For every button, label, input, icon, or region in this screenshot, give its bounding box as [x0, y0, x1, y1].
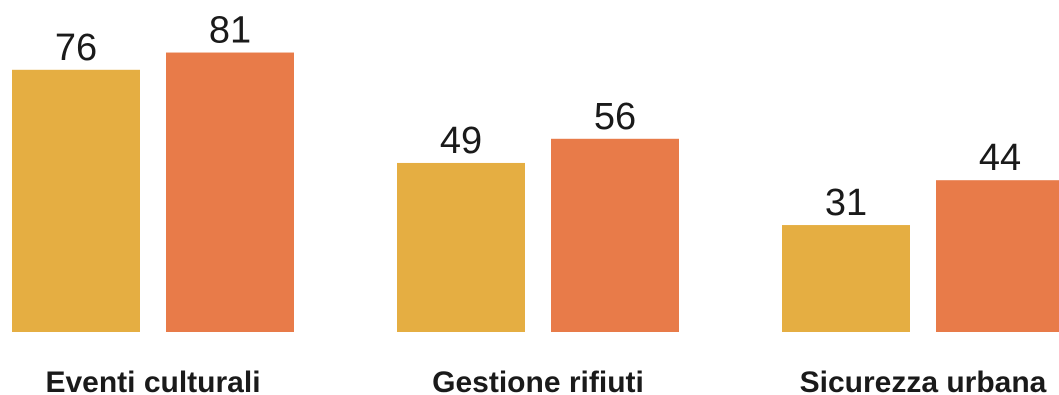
category-label-gestione-rifiuti: Gestione rifiuti	[432, 366, 644, 395]
bars-layer	[12, 52, 1059, 333]
category-label-eventi-culturali: Eventi culturali	[45, 366, 260, 395]
bar-sicurezza-urbana-series-1	[782, 225, 910, 332]
bar-eventi-culturali-series-2	[166, 52, 294, 333]
bar-gestione-rifiuti-series-2	[551, 138, 679, 332]
value-label-sicurezza-urbana-series-2: 44	[979, 137, 1021, 179]
value-labels-layer: 76 81 49 56 31 44	[55, 10, 1021, 225]
category-labels-layer: Eventi culturali Gestione rifiuti Sicurezz…	[45, 366, 1046, 395]
bar-eventi-culturali-series-1	[12, 69, 140, 333]
bar-gestione-rifiuti-series-1	[397, 162, 525, 332]
value-label-eventi-culturali-series-2: 81	[209, 10, 251, 52]
bar-sicurezza-urbana-series-2	[936, 180, 1059, 332]
category-label-sicurezza-urbana: Sicurezza urbana	[800, 366, 1047, 395]
value-label-gestione-rifiuti-series-1: 49	[440, 120, 482, 162]
value-label-eventi-culturali-series-1: 76	[55, 27, 97, 69]
value-label-gestione-rifiuti-series-2: 56	[594, 96, 636, 138]
value-label-sicurezza-urbana-series-1: 31	[825, 182, 867, 224]
